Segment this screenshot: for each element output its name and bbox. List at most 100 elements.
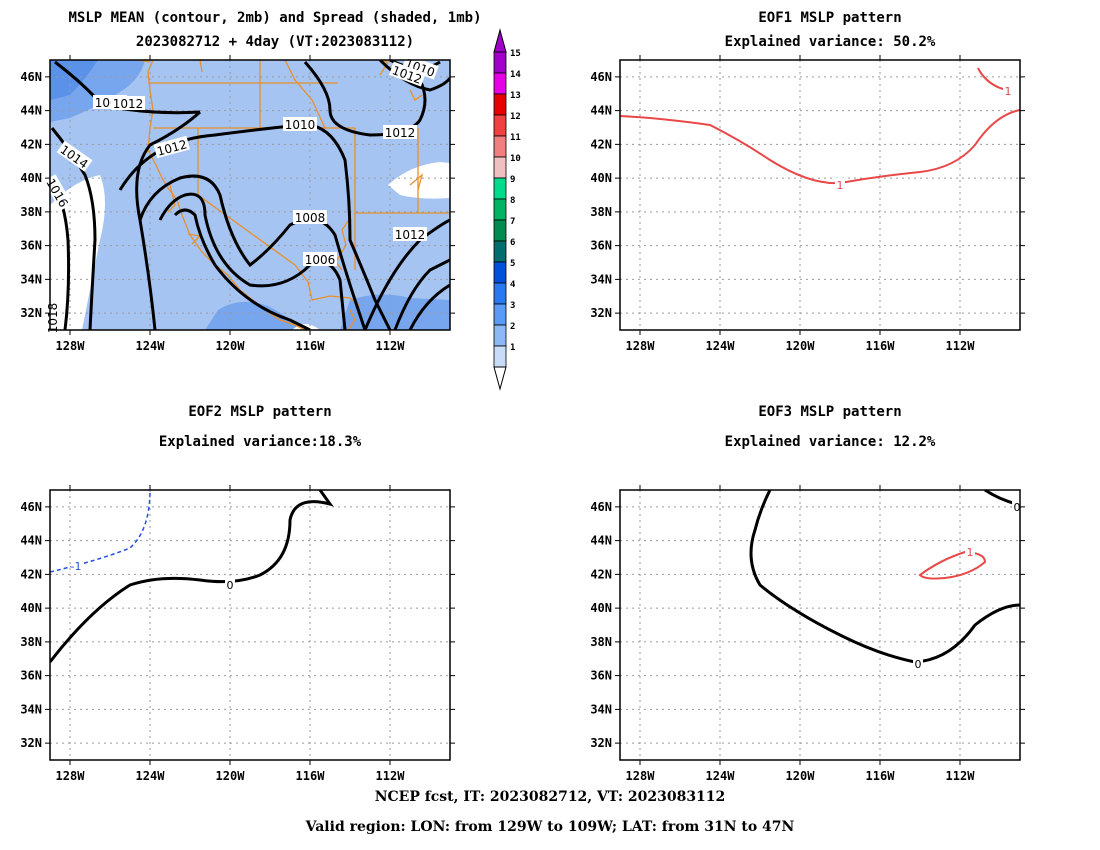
- svg-text:1010: 1010: [285, 118, 316, 132]
- panel3-title: EOF2 MSLP pattern: [188, 404, 332, 420]
- colorbar-label: 4: [510, 280, 516, 290]
- state-border: [197, 128, 313, 301]
- contour-1012-east: [303, 60, 427, 137]
- svg-text:1018: 1018: [46, 303, 60, 334]
- state-border: [906, 648, 920, 700]
- eof1-contour-label: 1: [835, 178, 845, 192]
- lat-tick-label: 42N: [20, 137, 42, 151]
- state-border: [950, 60, 958, 75]
- lat-tick-label: 32N: [590, 736, 612, 750]
- panel2-title: EOF1 MSLP pattern: [758, 10, 902, 26]
- colorbar-label: 13: [510, 91, 521, 101]
- mslp-contour-label: 1006: [303, 252, 337, 267]
- svg-text:1006: 1006: [305, 253, 336, 267]
- eof3-zero-west: [749, 490, 1020, 664]
- state-border: [882, 296, 930, 306]
- eof3-contour-label: 1: [965, 545, 975, 559]
- svg-text:1012: 1012: [385, 126, 416, 140]
- eof2-contour-label: -1: [71, 559, 82, 573]
- lat-tick-label: 36N: [590, 239, 612, 253]
- contour-1008: [138, 174, 367, 330]
- svg-text:-1: -1: [71, 560, 82, 573]
- gridlines-panel1: [50, 60, 450, 330]
- colorbar-swatch: [493, 51, 507, 74]
- lon-tick-label: 116W: [866, 769, 896, 783]
- colorbar-label: 1: [510, 343, 515, 353]
- colorbar-bottom-arrow: [493, 366, 507, 391]
- colorbar-swatch: [493, 303, 507, 326]
- coastline: [148, 490, 305, 760]
- state-border: [284, 60, 326, 129]
- state-border: [768, 128, 882, 300]
- lon-tick-label: 124W: [706, 769, 736, 783]
- spread-level-3: [50, 60, 98, 100]
- panel1-frame: [49, 59, 451, 331]
- lat-tick-label: 34N: [590, 272, 612, 286]
- eof3-positive-1: [918, 550, 987, 580]
- colorbar-swatch: [493, 72, 507, 95]
- svg-text:1: 1: [837, 179, 844, 192]
- mslp-contour-label: 1012: [393, 227, 427, 242]
- colorbar-swatch: [493, 282, 507, 305]
- state-border: [855, 490, 895, 558]
- colorbar-label: 15: [510, 49, 521, 59]
- colorbar-label: 12: [510, 112, 521, 122]
- state-border: [199, 60, 203, 73]
- lat-tick-label: 40N: [590, 171, 612, 185]
- eof3-contour-label: 0: [1012, 500, 1022, 514]
- state-border: [168, 615, 175, 642]
- lon-tick-label: 128W: [626, 769, 656, 783]
- colorbar-label: 11: [510, 133, 521, 143]
- colorbar-swatch: [493, 198, 507, 221]
- colorbar: 15 14 13 12 11 10 9 8 7 6 5 4 3 2 1: [493, 28, 521, 391]
- colorbar-swatch: [493, 345, 507, 368]
- state-border: [738, 615, 745, 642]
- eof2-contour-label: 0: [225, 578, 235, 592]
- lat-tick-label: 46N: [20, 70, 42, 84]
- lat-tick-label: 42N: [20, 567, 42, 581]
- colorbar-label: 5: [510, 259, 515, 269]
- contour-1010: [118, 123, 392, 330]
- lat-tick-label: 36N: [590, 669, 612, 683]
- lat-tick-label: 36N: [20, 669, 42, 683]
- lat-tick-label: 32N: [590, 306, 612, 320]
- colorbar-label: 10: [510, 154, 521, 164]
- state-border: [855, 60, 895, 128]
- colorbar-top-arrow: [493, 28, 507, 53]
- colorbar-swatch: [493, 177, 507, 200]
- lat-tick-label: 34N: [590, 702, 612, 716]
- state-border: [409, 173, 424, 191]
- state-border: [758, 664, 770, 674]
- eof1-contour-label: 1: [1003, 84, 1013, 98]
- colorbar-swatch: [493, 93, 507, 116]
- svg-text:0: 0: [915, 658, 922, 671]
- lon-tick-label: 124W: [136, 769, 166, 783]
- state-border: [167, 184, 176, 213]
- svg-text:1008: 1008: [295, 211, 326, 225]
- lat-tick-label: 40N: [20, 601, 42, 615]
- lat-tick-label: 44N: [590, 104, 612, 118]
- state-border: [200, 490, 202, 502]
- lon-tick-label: 120W: [786, 339, 816, 353]
- mslp-contour-label: 1010: [283, 117, 317, 132]
- state-border: [198, 558, 312, 730]
- colorbar-swatch: [493, 156, 507, 179]
- panel2-frame: [619, 59, 1021, 331]
- svg-text:0: 0: [227, 579, 234, 592]
- lon-tick-label: 128W: [56, 339, 86, 353]
- svg-text:0: 0: [1014, 501, 1021, 514]
- map-outline-panel3: [138, 490, 450, 760]
- state-border: [768, 558, 882, 730]
- map-outline-panel2: [708, 60, 1020, 330]
- panel3-frame: [49, 489, 451, 761]
- colorbar-label: 8: [510, 196, 515, 206]
- footer-forecast-info: NCEP fcst, IT: 2023082712, VT: 202308311…: [374, 789, 726, 805]
- colorbar-swatch: [493, 114, 507, 137]
- lon-tick-label: 120W: [216, 769, 246, 783]
- coastline: [718, 490, 875, 760]
- lat-tick-label: 38N: [20, 635, 42, 649]
- state-border: [410, 605, 422, 620]
- panel1-subtitle: 2023082712 + 4day (VT:2023083112): [135, 34, 415, 50]
- eof3-contour-label: 0: [913, 657, 923, 671]
- state-border: [188, 664, 200, 674]
